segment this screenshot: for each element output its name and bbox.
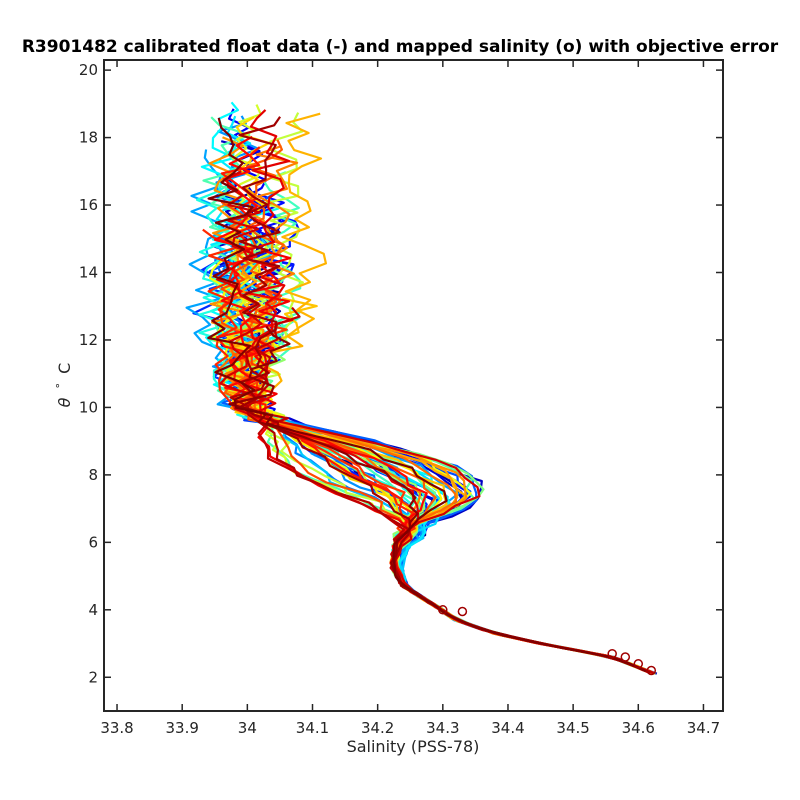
x-tick-label: 34.5 [556,719,589,737]
y-axis-label-unit: C [55,363,74,374]
y-tick-label: 16 [79,196,98,214]
x-tick-label: 34.2 [361,719,394,737]
mapped-salinity-marker-5 [457,606,468,617]
mapped-salinity-marker-6 [438,605,448,615]
y-tick-label: 20 [79,61,98,79]
y-axis-label-theta: θ [55,397,74,407]
mapped-salinity-marker-1 [646,665,657,676]
y-axis-ticks: 2 4 6 8 10 12 14 16 18 20 [79,61,723,686]
plot-frame [103,59,724,712]
x-tick-label: 34.6 [622,719,655,737]
y-tick-label: 10 [79,398,98,416]
x-tick-label: 34.7 [687,719,720,737]
float-profiles [185,101,658,675]
x-tick-label: 34.1 [296,719,329,737]
mapped-salinity-marker-4 [607,648,617,659]
y-tick-label: 12 [79,331,98,349]
y-axis-label-degree: ° [54,383,67,389]
mapped-salinity-marker-3 [620,652,631,662]
x-tick-label: 34.4 [491,719,524,737]
x-tick-label: 33.9 [165,719,198,737]
x-tick-label: 34.3 [426,719,459,737]
y-tick-label: 14 [79,264,98,282]
y-tick-label: 2 [88,668,98,686]
x-axis-ticks: 33.8 33.9 34 34.1 34.2 34.3 34.4 34.5 34.6 34.7 [100,60,720,737]
y-axis-label: θ ° C [49,363,74,408]
y-tick-label: 18 [79,129,98,147]
x-tick-label: 33.8 [100,719,133,737]
mapped-salinity-markers [438,605,657,676]
mapped-salinity-marker-2 [633,659,644,669]
chart-title: R3901482 calibrated float data (-) and m… [22,37,779,57]
y-tick-label: 4 [88,601,98,619]
profile-line-60 [207,117,646,673]
x-tick-label: 34 [238,719,257,737]
x-axis-label: Salinity (PSS-78) [347,737,480,756]
y-tick-label: 8 [88,466,98,484]
y-tick-label: 6 [88,533,98,551]
